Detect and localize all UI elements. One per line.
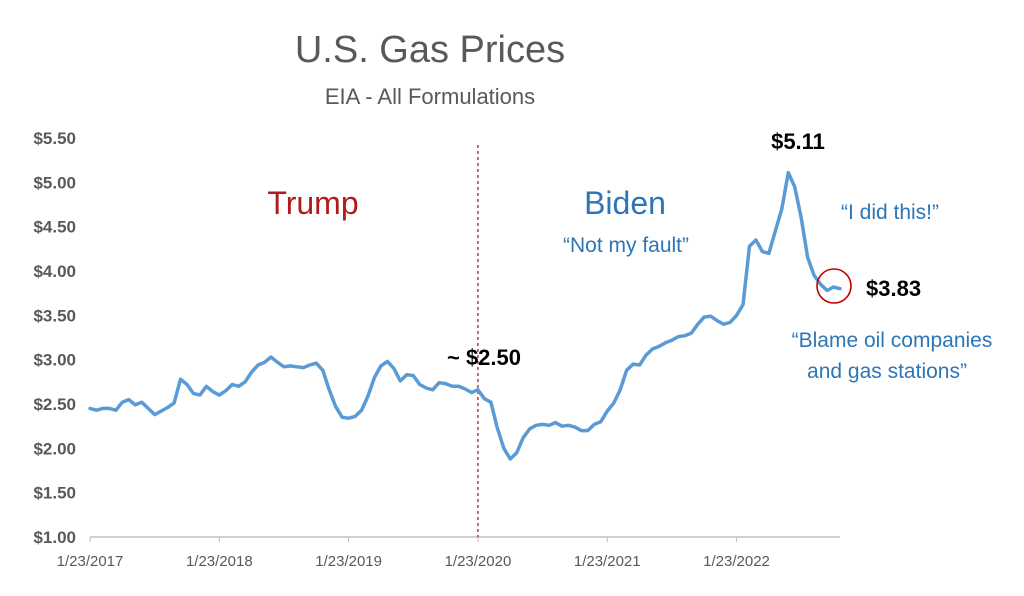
x-axis-ticks: 1/23/2017 1/23/2018 1/23/2019 1/23/2020 1/23… (57, 537, 770, 570)
y-tick-label: $2.00 (33, 439, 76, 458)
not-my-fault-quote: “Not my fault” (563, 234, 689, 257)
current-price-label: $3.83 (866, 276, 921, 301)
y-tick-label: $1.00 (33, 528, 76, 547)
y-tick-label: $5.00 (33, 173, 76, 192)
chart-title: U.S. Gas Prices (295, 29, 565, 71)
y-tick-label: $4.00 (33, 262, 76, 281)
i-did-this-quote: “I did this!” (841, 201, 939, 224)
y-tick-label: $2.50 (33, 395, 76, 414)
x-tick-label: 1/23/2021 (574, 553, 641, 570)
y-axis-ticks: $1.00 $1.50 $2.00 $2.50 $3.00 $3.50 $4.00 $4.50… (33, 129, 76, 547)
gas-price-line (88, 170, 842, 461)
blame-quote-line2: and gas stations” (807, 360, 967, 383)
chart-subtitle: EIA - All Formulations (325, 84, 535, 109)
x-tick-label: 1/23/2019 (315, 553, 382, 570)
blame-quote-line1: “Blame oil companies (792, 329, 993, 352)
y-tick-label: $4.50 (33, 218, 76, 237)
x-tick-label: 1/23/2022 (703, 553, 770, 570)
trump-label: Trump (267, 185, 358, 221)
biden-label: Biden (584, 185, 666, 221)
x-tick-label: 1/23/2017 (57, 553, 124, 570)
x-tick-label: 1/23/2018 (186, 553, 253, 570)
y-tick-label: $3.00 (33, 351, 76, 370)
y-tick-label: $3.50 (33, 306, 76, 325)
peak-price-label: $5.11 (771, 129, 825, 154)
current-price-circle (816, 268, 852, 304)
approx-price-label: ~ $2.50 (447, 345, 521, 370)
y-tick-label: $5.50 (33, 129, 76, 148)
y-tick-label: $1.50 (33, 484, 76, 503)
x-tick-label: 1/23/2020 (445, 553, 512, 570)
